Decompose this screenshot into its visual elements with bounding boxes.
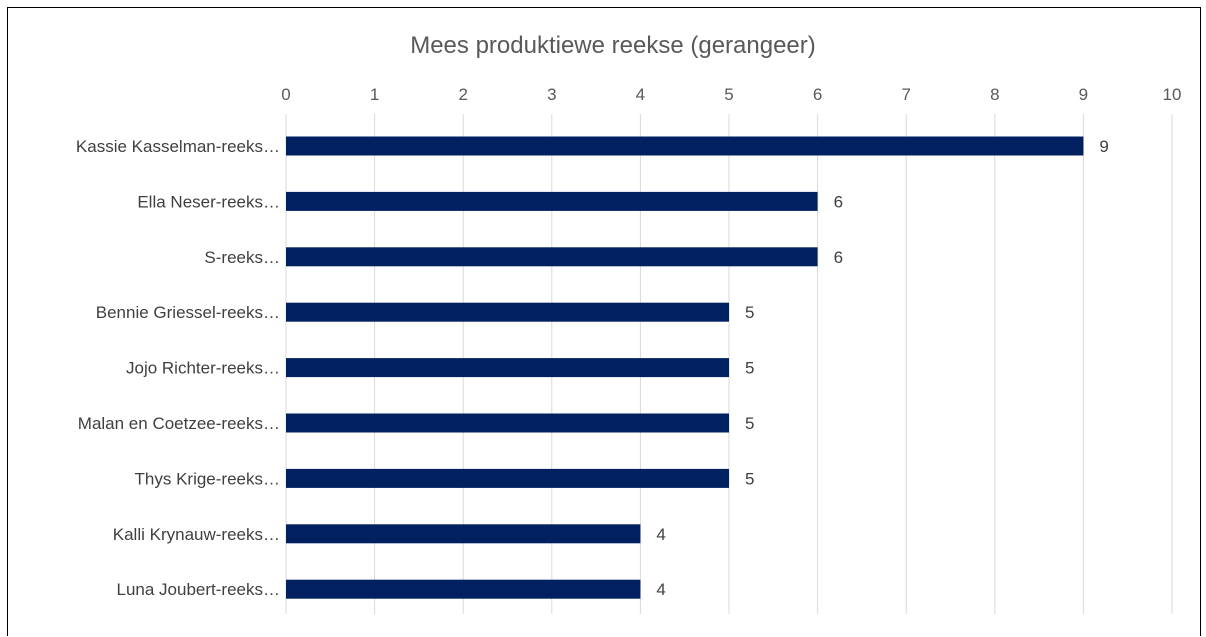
bar	[286, 579, 641, 599]
x-tick-label: 7	[901, 85, 910, 104]
category-label: S-reeks…	[204, 248, 280, 267]
data-label: 9	[1099, 137, 1108, 156]
category-labels: Kassie Kasselman-reeks… Ella Neser-reeks……	[76, 137, 280, 599]
chart-title: Mees produktiewe reekse (gerangeer)	[410, 32, 816, 59]
data-label: 6	[834, 192, 843, 211]
category-label: Malan en Coetzee-reeks…	[78, 414, 280, 433]
category-label: Jojo Richter-reeks…	[126, 359, 280, 378]
bar	[286, 358, 729, 378]
x-tick-label: 4	[636, 85, 645, 104]
bar	[286, 247, 818, 267]
data-label: 5	[745, 469, 754, 488]
x-axis-tick-labels: 0 1 2 3 4 5 6 7 8 9 10	[281, 85, 1181, 104]
bars	[286, 136, 1084, 599]
bar	[286, 136, 1084, 156]
data-label: 5	[745, 303, 754, 322]
data-label: 6	[834, 248, 843, 267]
x-tick-label: 6	[813, 85, 822, 104]
x-tick-label: 9	[1079, 85, 1088, 104]
x-tick-label: 10	[1163, 85, 1182, 104]
bar	[286, 191, 818, 211]
bar	[286, 524, 641, 544]
data-label: 5	[745, 359, 754, 378]
category-label: Kalli Krynauw-reeks…	[113, 525, 280, 544]
bar	[286, 468, 729, 488]
data-labels: 9 6 6 5 5 5 5 4 4	[656, 137, 1108, 599]
data-label: 4	[656, 580, 665, 599]
x-tick-label: 8	[990, 85, 999, 104]
bar	[286, 413, 729, 433]
x-tick-label: 5	[724, 85, 733, 104]
data-label: 4	[656, 525, 665, 544]
x-tick-label: 1	[370, 85, 379, 104]
category-label: Kassie Kasselman-reeks…	[76, 137, 280, 156]
category-label: Bennie Griessel-reeks…	[96, 303, 280, 322]
bar	[286, 302, 729, 322]
data-label: 5	[745, 414, 754, 433]
category-label: Ella Neser-reeks…	[137, 192, 280, 211]
category-label: Thys Krige-reeks…	[135, 469, 280, 488]
category-label: Luna Joubert-reeks…	[117, 580, 280, 599]
x-tick-label: 2	[458, 85, 467, 104]
x-tick-label: 3	[547, 85, 556, 104]
x-tick-label: 0	[281, 85, 290, 104]
